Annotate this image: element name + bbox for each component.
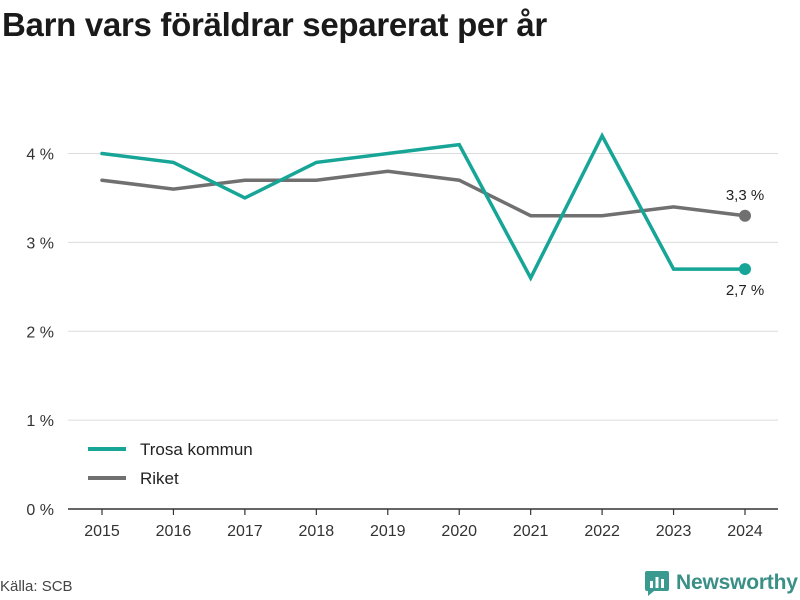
data-point xyxy=(739,263,751,276)
chart-title: Barn vars föräldrar separerat per år xyxy=(2,6,547,43)
series-end-label: 3,3 % xyxy=(726,187,764,204)
y-tick-label: 1 % xyxy=(26,413,54,430)
x-tick-label: 2015 xyxy=(84,523,120,540)
series-line-trosa-kommun xyxy=(100,131,747,282)
series-lines: 3,3 % 2,7 % xyxy=(100,131,764,299)
grid-lines xyxy=(68,153,778,421)
newsworthy-logo-icon xyxy=(645,571,669,596)
x-axis: 2015 2016 2017 2018 2019 2020 2021 2022 2023 2024 xyxy=(68,508,778,540)
x-tick-label: 2021 xyxy=(513,523,549,540)
x-tick-label: 2017 xyxy=(227,523,263,540)
series-line-riket xyxy=(100,169,747,218)
legend-label: Trosa kommun xyxy=(140,440,253,459)
brand-logo: Newsworthy xyxy=(644,569,798,597)
y-tick-label: 2 % xyxy=(26,324,54,341)
x-tick-label: 2022 xyxy=(584,523,620,540)
x-tick-label: 2023 xyxy=(656,523,692,540)
x-tick-label: 2016 xyxy=(156,523,192,540)
x-tick-label: 2019 xyxy=(370,523,406,540)
y-tick-label: 4 % xyxy=(26,147,54,164)
x-tick-label: 2020 xyxy=(441,523,477,540)
x-tick-label: 2018 xyxy=(299,523,335,540)
brand-name: Newsworthy xyxy=(676,571,798,594)
series-end-label: 2,7 % xyxy=(726,282,764,299)
y-axis-tick-labels: 0 % 1 % 2 % 3 % 4 % xyxy=(26,147,54,519)
x-tick-label: 2024 xyxy=(727,523,763,540)
y-tick-label: 3 % xyxy=(26,235,54,252)
y-tick-label: 0 % xyxy=(26,502,54,519)
legend-label: Riket xyxy=(140,469,179,488)
source-note: Källa: SCB xyxy=(0,578,73,595)
data-point xyxy=(739,209,751,222)
legend: Trosa kommun Riket xyxy=(88,440,253,488)
